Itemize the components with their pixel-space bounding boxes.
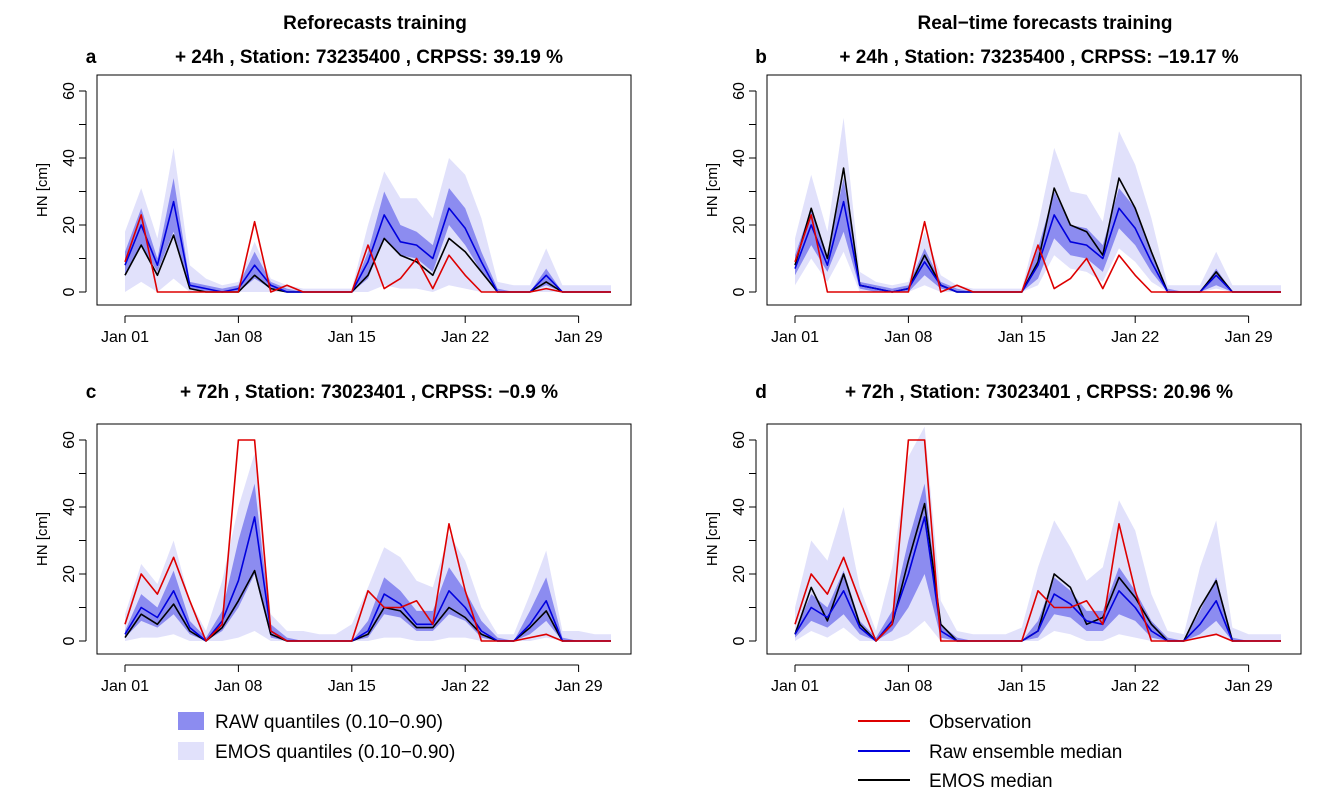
x-tick-label: Jan 29	[555, 678, 603, 695]
y-tick-label: 20	[731, 216, 748, 234]
y-tick-label: 40	[61, 498, 78, 516]
panel-letter: b	[755, 47, 767, 68]
plot-frame	[96, 74, 632, 306]
panel-title: + 72h , Station: 73023401 , CRPSS: 20.96…	[845, 382, 1233, 403]
plot-area	[794, 426, 1281, 642]
panel-a: 0 20 40 60 HN [cm] Jan 01 Jan 08 Jan 15 Jan 22 Ja…	[34, 47, 632, 346]
panel-letter: d	[755, 382, 767, 403]
legend-observation-label: Observation	[929, 712, 1031, 733]
y-tick-label: 0	[731, 287, 748, 296]
y-tick-label: 40	[731, 498, 748, 516]
x-tick-label: Jan 08	[214, 678, 262, 695]
x-tick-label: Jan 08	[884, 678, 932, 695]
panel-d: 0 20 40 60 HN [cm] Jan 01 Jan 08 Jan 15 Jan 22 Ja…	[704, 382, 1302, 695]
y-tick-label: 40	[61, 149, 78, 167]
plot-area	[124, 439, 611, 642]
y-tick-label: 0	[61, 636, 78, 645]
observation-line	[124, 214, 611, 293]
y-axis-label: HN [cm]	[704, 163, 721, 217]
x-tick-label: Jan 01	[771, 678, 819, 695]
legend-emos-band-swatch	[178, 742, 204, 760]
plot-frame	[766, 423, 1302, 655]
x-tick-label: Jan 08	[884, 329, 932, 346]
raw-quantile-band	[125, 178, 611, 292]
raw-quantile-band	[125, 483, 611, 641]
y-axis-label: HN [cm]	[704, 512, 721, 566]
observation-line	[794, 214, 1281, 293]
legend-emos-median-label: EMOS median	[929, 771, 1053, 792]
legend-raw-band-label: RAW quantiles (0.10−0.90)	[215, 712, 443, 733]
plot-frame	[96, 423, 632, 655]
panel-title: + 24h , Station: 73235400 , CRPSS: 39.19…	[175, 47, 563, 68]
x-tick-label: Jan 22	[441, 678, 489, 695]
x-tick-label: Jan 15	[998, 329, 1046, 346]
column-title-right: Real−time forecasts training	[917, 13, 1172, 34]
raw-quantile-band	[795, 178, 1281, 292]
y-tick-label: 20	[731, 565, 748, 583]
x-tick-label: Jan 22	[1111, 329, 1159, 346]
panel-b: 0 20 40 60 HN [cm] Jan 01 Jan 08 Jan 15 Jan 22 Ja…	[704, 47, 1302, 346]
column-title-left: Reforecasts training	[283, 13, 467, 34]
legend-lines: Observation Raw ensemble median EMOS med…	[858, 712, 1122, 792]
panel-title: + 24h , Station: 73235400 , CRPSS: −19.1…	[839, 47, 1238, 68]
panel-letter: c	[86, 382, 97, 403]
observation-line	[124, 439, 611, 642]
plot-area	[794, 117, 1281, 293]
y-tick-label: 40	[731, 149, 748, 167]
panel-c: 0 20 40 60 HN [cm] Jan 01 Jan 08 Jan 15 Jan 22 Ja…	[34, 382, 632, 695]
y-tick-label: 60	[61, 82, 78, 100]
x-tick-label: Jan 01	[771, 329, 819, 346]
panel-title: + 72h , Station: 73023401 , CRPSS: −0.9 …	[180, 382, 558, 403]
y-tick-label: 60	[731, 82, 748, 100]
y-axis-label: HN [cm]	[34, 163, 51, 217]
x-tick-label: Jan 15	[328, 678, 376, 695]
y-axis-label: HN [cm]	[34, 512, 51, 566]
panel-letter: a	[86, 47, 97, 68]
y-tick-label: 20	[61, 216, 78, 234]
legend-raw-band-swatch	[178, 712, 204, 730]
y-tick-label: 60	[731, 431, 748, 449]
observation-line	[794, 439, 1281, 642]
legend-bands: RAW quantiles (0.10−0.90) EMOS quantiles…	[178, 712, 455, 763]
x-tick-label: Jan 01	[101, 329, 149, 346]
legend-raw-median-label: Raw ensemble median	[929, 742, 1122, 763]
x-tick-label: Jan 15	[998, 678, 1046, 695]
x-tick-label: Jan 29	[1225, 329, 1273, 346]
y-tick-label: 0	[731, 636, 748, 645]
x-tick-label: Jan 01	[101, 678, 149, 695]
raw-quantile-band	[795, 483, 1281, 641]
plot-area	[124, 147, 611, 293]
x-tick-label: Jan 29	[555, 329, 603, 346]
x-tick-label: Jan 29	[1225, 678, 1273, 695]
x-tick-label: Jan 22	[441, 329, 489, 346]
legend-emos-band-label: EMOS quantiles (0.10−0.90)	[215, 742, 455, 763]
plot-frame	[766, 74, 1302, 306]
x-tick-label: Jan 15	[328, 329, 376, 346]
y-tick-label: 60	[61, 431, 78, 449]
emos-quantile-band	[125, 453, 611, 641]
x-tick-label: Jan 08	[214, 329, 262, 346]
emos-quantile-band	[125, 147, 611, 292]
y-tick-label: 0	[61, 287, 78, 296]
y-tick-label: 20	[61, 565, 78, 583]
x-tick-label: Jan 22	[1111, 678, 1159, 695]
